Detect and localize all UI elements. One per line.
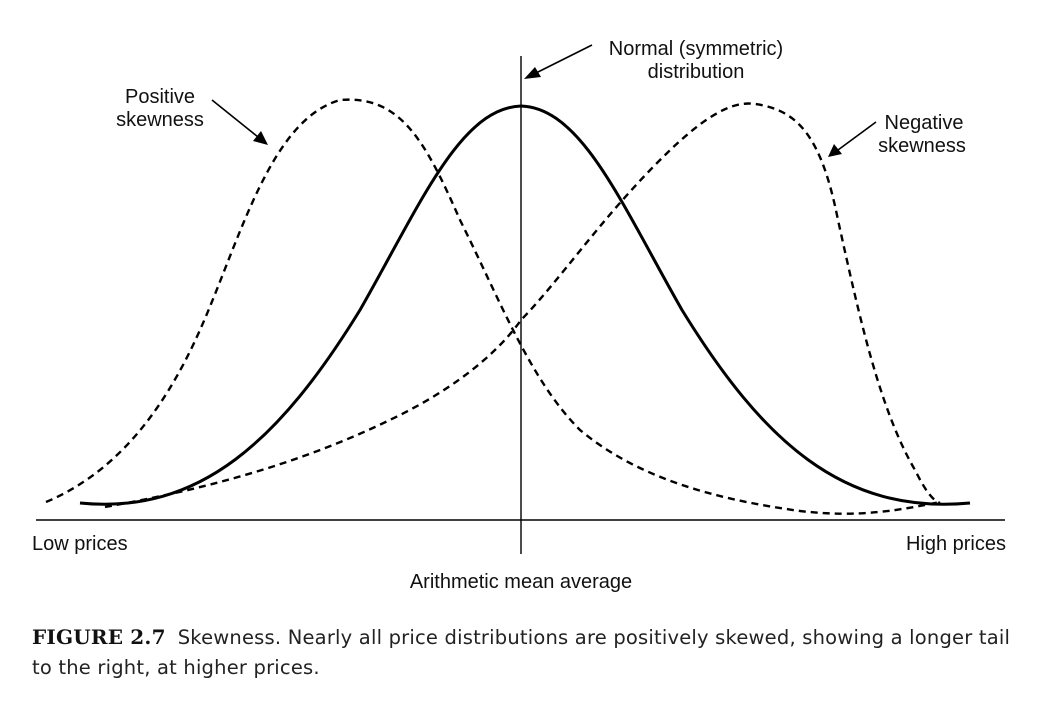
negative-arrowhead-icon xyxy=(828,144,842,157)
low-prices-label: Low prices xyxy=(32,533,128,555)
normal-distribution-curve xyxy=(79,104,971,506)
normal-label-line1: Normal (symmetric) xyxy=(609,38,783,60)
positive-label-line1: Positive xyxy=(125,86,195,108)
normal-pointer-arrow xyxy=(535,44,593,74)
negative-skewness-curve xyxy=(104,102,941,509)
figure-caption: FIGURE 2.7 Skewness. Nearly all price dis… xyxy=(32,622,1022,683)
normal-arrowhead-icon xyxy=(524,67,541,79)
skewness-diagram: Normal (symmetric) distribution Positive… xyxy=(32,38,1006,593)
caption-figure-number: FIGURE 2.7 xyxy=(32,625,166,649)
positive-label-line2: skewness xyxy=(116,109,204,131)
caption-text: Skewness. Nearly all price distributions… xyxy=(32,626,1011,679)
negative-label-line1: Negative xyxy=(885,112,964,134)
negative-pointer-arrow xyxy=(837,121,877,151)
positive-arrowhead-icon xyxy=(253,131,268,145)
mean-label: Arithmetic mean average xyxy=(410,571,632,593)
positive-pointer-arrow xyxy=(211,99,259,138)
normal-label-line2: distribution xyxy=(648,61,745,83)
high-prices-label: High prices xyxy=(906,533,1006,555)
negative-label-line2: skewness xyxy=(878,135,966,157)
positive-skewness-curve xyxy=(45,98,941,515)
